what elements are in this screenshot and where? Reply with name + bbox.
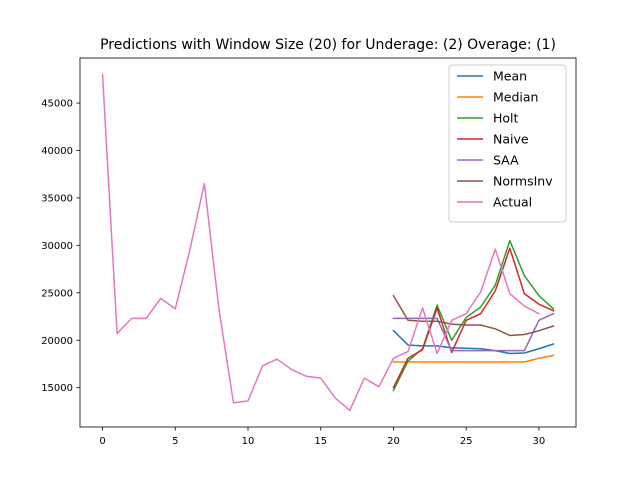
series-line-actual	[101, 73, 540, 412]
y-tick-label: 25000	[41, 288, 73, 299]
legend-label-mean: Mean	[493, 69, 527, 84]
legend-label-holt: Holt	[493, 111, 519, 126]
legend-label-actual: Actual	[493, 195, 532, 210]
series-line-mean	[392, 329, 555, 355]
y-tick-label: 40000	[41, 146, 73, 157]
x-tick-label: 10	[242, 436, 255, 447]
series-line-holt	[392, 239, 555, 392]
series-line-naive	[392, 247, 555, 389]
x-tick-label: 25	[460, 436, 473, 447]
x-tick-label: 20	[387, 436, 400, 447]
legend-box	[448, 64, 567, 223]
x-tick-label: 5	[172, 436, 178, 447]
x-tick-label: 15	[314, 436, 327, 447]
x-tick-label: 0	[99, 436, 105, 447]
legend: Mean Median Holt Naive SAA NormsInv Actual	[448, 64, 567, 223]
legend-label-naive: Naive	[493, 132, 529, 147]
series-line-saa	[392, 312, 555, 352]
series-line-normsinv	[392, 294, 555, 337]
x-tick-label: 30	[533, 436, 546, 447]
series-lines	[101, 73, 555, 412]
y-tick-label: 30000	[41, 241, 73, 252]
axes-frame	[79, 57, 577, 428]
chart-title: Predictions with Window Size (20) for Un…	[100, 37, 556, 53]
y-tick-label: 15000	[41, 383, 73, 394]
y-tick-label: 35000	[41, 194, 73, 205]
y-tick-label: 45000	[41, 99, 73, 110]
axes: 0 5 10 15 20 25 30 15000 20000 25000 30000 35000 400…	[41, 57, 577, 447]
plot-area	[101, 73, 555, 412]
legend-label-saa: SAA	[493, 153, 519, 168]
legend-label-normsinv: NormsInv	[493, 174, 553, 189]
series-line-median	[392, 354, 555, 363]
y-tick-label: 20000	[41, 336, 73, 347]
legend-label-median: Median	[493, 90, 538, 105]
